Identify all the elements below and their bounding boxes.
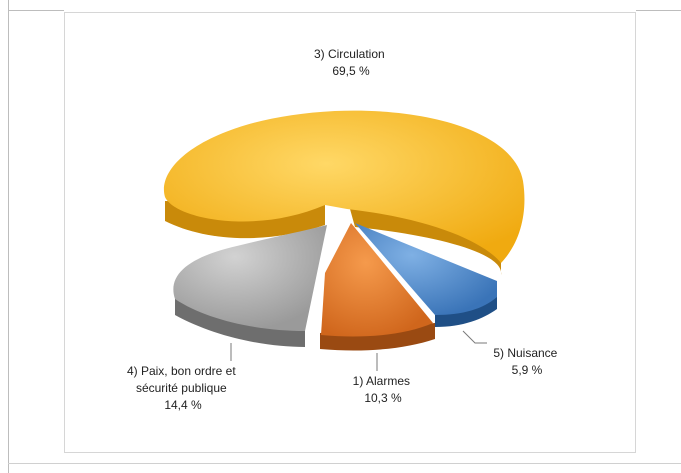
slice-alarmes bbox=[320, 223, 435, 351]
slice-nuisance-top bbox=[355, 223, 497, 315]
bottom-rule bbox=[8, 463, 681, 464]
slice-circulation-side-right bbox=[350, 209, 502, 275]
label-alarmes: 1) Alarmes 10,3 % bbox=[353, 374, 414, 405]
label-nuisance-line1: 5) Nuisance bbox=[493, 346, 557, 360]
label-circulation-value: 69,5 % bbox=[332, 64, 370, 78]
slice-paix bbox=[173, 225, 327, 347]
slice-circulation bbox=[163, 110, 525, 275]
label-nuisance-value: 5,9 % bbox=[512, 363, 543, 377]
pie-chart: 3) Circulation 69,5 % 5) Nuisance 5,9 % … bbox=[127, 47, 560, 412]
label-nuisance: 5) Nuisance 5,9 % bbox=[493, 346, 560, 377]
top-rule-right bbox=[636, 10, 681, 11]
label-circulation-line1: 3) Circulation bbox=[314, 47, 385, 61]
slice-nuisance bbox=[355, 223, 497, 327]
chart-frame: 3) Circulation 69,5 % 5) Nuisance 5,9 % … bbox=[64, 12, 636, 453]
label-paix-value: 14,4 % bbox=[164, 398, 202, 412]
leader-line-nuisance bbox=[462, 330, 487, 344]
slice-circulation-top bbox=[163, 110, 525, 263]
label-paix: 4) Paix, bon ordre et sécurité publique … bbox=[127, 364, 239, 412]
label-paix-line2: sécurité publique bbox=[136, 381, 227, 395]
left-rule bbox=[8, 0, 9, 473]
label-circulation: 3) Circulation 69,5 % bbox=[314, 47, 388, 78]
label-paix-line1: 4) Paix, bon ordre et bbox=[127, 364, 236, 378]
label-alarmes-value: 10,3 % bbox=[364, 391, 402, 405]
slice-alarmes-top bbox=[321, 223, 433, 337]
label-alarmes-line1: 1) Alarmes bbox=[353, 374, 410, 388]
slice-paix-top bbox=[173, 225, 327, 331]
top-rule-left bbox=[8, 10, 64, 11]
